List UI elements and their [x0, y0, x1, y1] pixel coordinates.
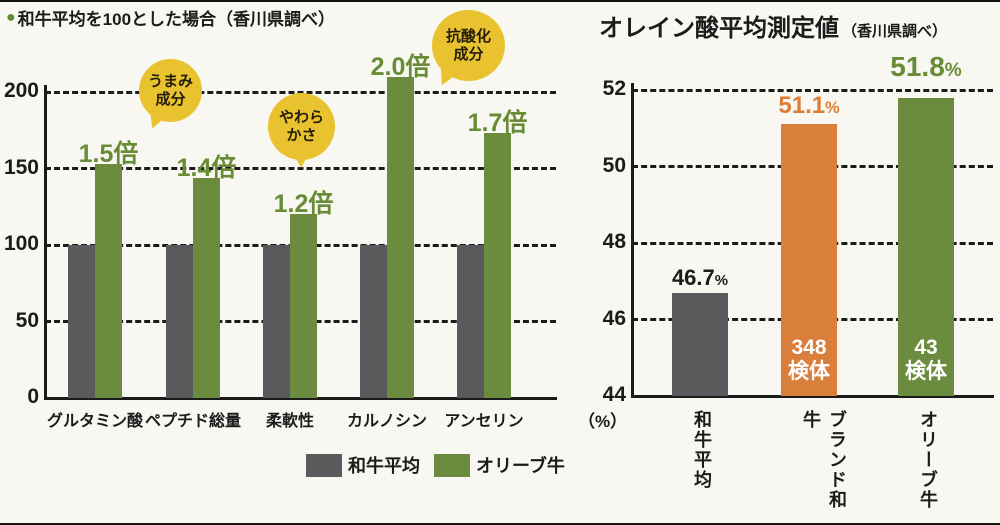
category-label-vertical: オリーブ牛	[918, 410, 938, 510]
bullet-icon: ●	[6, 8, 16, 26]
legend-label: オリーブ牛	[476, 456, 565, 476]
category-label: カルノシン	[346, 413, 428, 430]
bar-wagyu-5	[457, 245, 484, 398]
y-tick-label: 150	[3, 155, 39, 179]
multiplier-label: 2.0倍	[370, 52, 431, 81]
percent-sign: %	[944, 59, 962, 81]
bar-2	[781, 124, 837, 396]
callout-bubble-line: やわら	[278, 109, 324, 127]
callout-bubble-line: 抗酸化	[445, 28, 491, 46]
multiplier-label: 1.7倍	[467, 109, 528, 138]
multiplier-label: 1.5倍	[78, 139, 139, 168]
y-tick-label: 200	[3, 79, 39, 102]
callout-bubble-line: 成分	[453, 45, 484, 63]
y-tick-label: 48	[602, 230, 626, 253]
y-tick-label: 46	[602, 306, 626, 330]
legend-swatch	[434, 453, 470, 477]
legend-label: 和牛平均	[348, 456, 420, 476]
callout-bubble: やわら かさ	[268, 93, 335, 160]
y-tick-label: 44	[602, 383, 626, 406]
callout-bubble-line: かさ	[286, 126, 317, 144]
multiplier-label: 1.2倍	[273, 190, 334, 219]
sample-count-line: 43	[914, 336, 938, 359]
y-tick-label: 52	[602, 77, 626, 100]
percent-sign: %	[825, 98, 840, 117]
bar-3	[898, 97, 954, 396]
bar-wagyu-2	[166, 245, 193, 398]
value-label: 51.8%	[890, 50, 962, 82]
y-axis-line	[44, 85, 47, 400]
sample-count-line: 348	[791, 336, 827, 359]
category-label-vertical: ブランド和牛	[801, 410, 847, 510]
bar-olive-1	[95, 163, 122, 398]
sample-count-line: 検体	[788, 359, 830, 383]
x-axis-line	[44, 397, 557, 400]
category-label: 柔軟性	[265, 413, 315, 430]
y-tick-label: 0	[27, 385, 39, 408]
y-tick-label: 50	[602, 153, 626, 177]
callout-bubble-line: 成分	[155, 90, 186, 108]
sample-count-label: 348 検体	[788, 336, 830, 383]
category-label-vertical: 和牛平均	[692, 410, 712, 490]
category-label: ペプチド総量	[144, 413, 242, 430]
category-label: グルタミン酸	[46, 413, 144, 430]
sample-count-line: 検体	[905, 359, 947, 383]
callout-bubble-line: うまみ	[147, 73, 193, 91]
callout-bubble: 抗酸化 成分	[432, 10, 505, 81]
y-tick-label: 100	[3, 232, 39, 255]
bar-olive-4	[387, 76, 414, 398]
gridline-200	[45, 90, 556, 94]
right-chart-title-text: オレイン酸平均測定値	[599, 15, 839, 42]
bar-wagyu-3	[263, 245, 290, 398]
gridline-52	[632, 88, 993, 92]
bar-olive-2	[193, 177, 220, 398]
category-label: アンセリン	[444, 413, 524, 430]
sample-count-label: 43 検体	[905, 336, 947, 383]
y-tick-label: 50	[15, 308, 39, 332]
y-axis-line	[631, 83, 634, 398]
legend-swatch	[306, 453, 342, 477]
multiplier-label: 1.4倍	[176, 153, 237, 182]
bar-olive-5	[484, 133, 511, 398]
value-label: 51.1%	[778, 91, 840, 119]
x-axis-line	[631, 395, 994, 398]
bar-wagyu-4	[360, 245, 387, 398]
gridline-150	[45, 167, 556, 170]
bar-1	[672, 292, 728, 396]
value-label: 46.7%	[671, 265, 729, 291]
legend: 和牛平均 オリーブ牛	[306, 452, 579, 478]
bottom-border-line	[0, 523, 1000, 525]
top-border-line	[0, 0, 1000, 2]
left-chart-title-text: 和牛平均を100とした場合（香川県調べ）	[17, 10, 336, 29]
left-chart-title: ● 和牛平均を100とした場合（香川県調べ）	[6, 5, 335, 30]
right-chart-title: オレイン酸平均測定値 （香川県調べ）	[599, 8, 947, 43]
percent-sign: %	[714, 272, 729, 290]
callout-bubble: うまみ 成分	[139, 59, 202, 122]
bar-wagyu-1	[68, 245, 95, 398]
bar-olive-3	[290, 214, 317, 398]
right-chart-title-note: （香川県調べ）	[842, 23, 948, 40]
percent-unit-label: （%）	[578, 412, 628, 431]
